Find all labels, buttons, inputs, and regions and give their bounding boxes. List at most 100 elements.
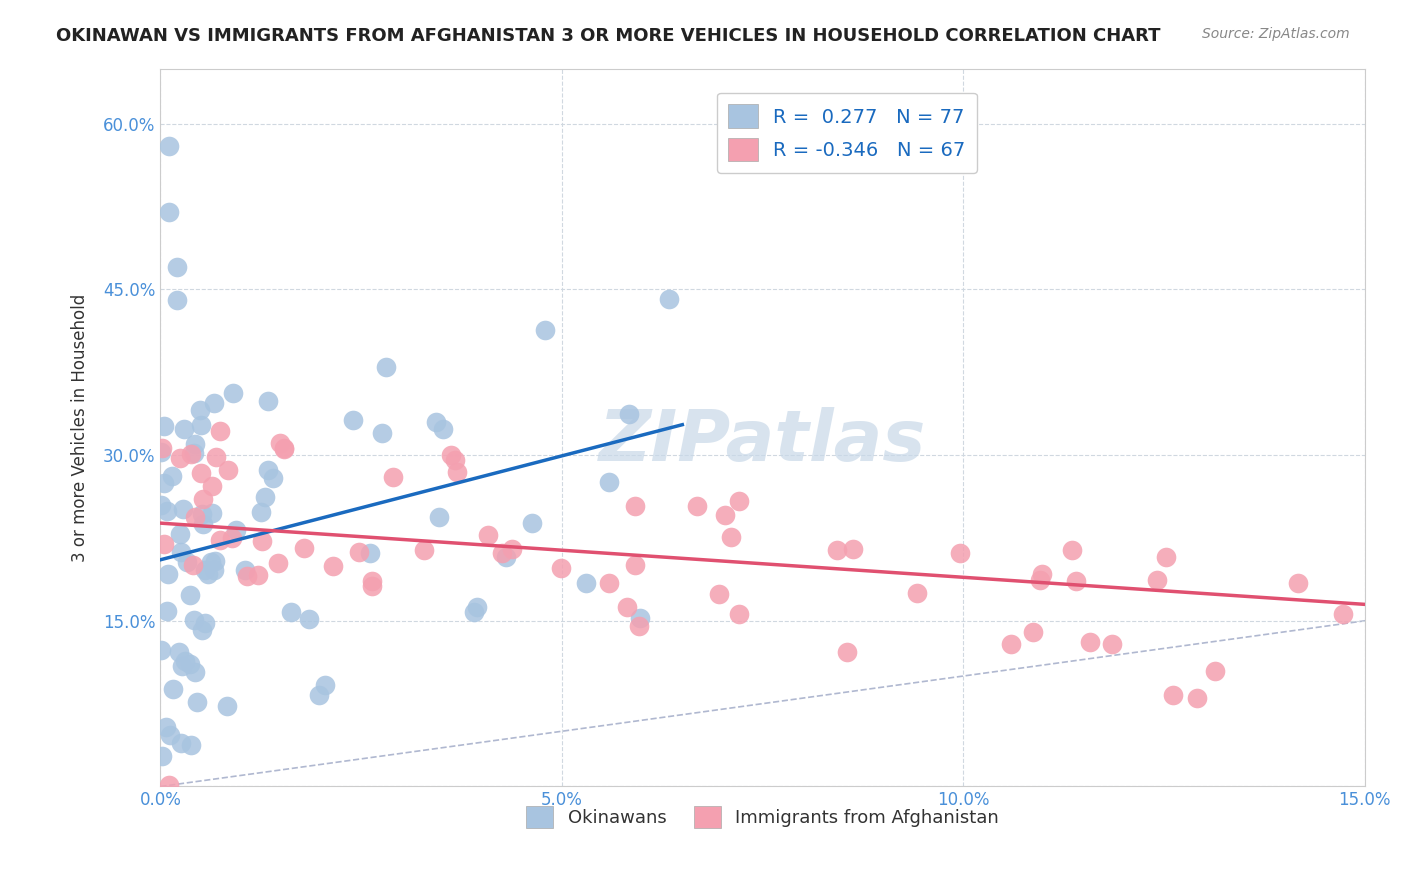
Point <box>413 542 436 557</box>
Point <box>205 450 228 464</box>
Point <box>172 502 194 516</box>
Point <box>616 600 638 615</box>
Point <box>217 463 239 477</box>
Point <box>250 505 273 519</box>
Point <box>835 645 858 659</box>
Point <box>150 441 173 455</box>
Point <box>495 550 517 565</box>
Point <box>1060 543 1083 558</box>
Point <box>627 619 650 633</box>
Point <box>575 575 598 590</box>
Point <box>371 426 394 441</box>
Point <box>1204 664 1226 678</box>
Point <box>308 688 330 702</box>
Point <box>184 510 207 524</box>
Point <box>598 575 620 590</box>
Point <box>550 561 572 575</box>
Point <box>208 424 231 438</box>
Point <box>1101 636 1123 650</box>
Point <box>150 445 173 459</box>
Point <box>349 545 371 559</box>
Point <box>253 490 276 504</box>
Point <box>183 614 205 628</box>
Point <box>842 542 865 557</box>
Point <box>152 418 174 433</box>
Point <box>173 654 195 668</box>
Point <box>360 574 382 588</box>
Point <box>166 293 188 308</box>
Point <box>446 466 468 480</box>
Point <box>180 738 202 752</box>
Point <box>250 534 273 549</box>
Point <box>658 292 681 306</box>
Point <box>190 466 212 480</box>
Point <box>236 569 259 583</box>
Point <box>1161 688 1184 702</box>
Point <box>246 567 269 582</box>
Point <box>432 422 454 436</box>
Point <box>381 470 404 484</box>
Point <box>280 605 302 619</box>
Point <box>176 555 198 569</box>
Point <box>157 138 180 153</box>
Point <box>262 471 284 485</box>
Point <box>169 527 191 541</box>
Point <box>159 728 181 742</box>
Point <box>256 463 278 477</box>
Text: Source: ZipAtlas.com: Source: ZipAtlas.com <box>1202 27 1350 41</box>
Point <box>520 516 543 530</box>
Point <box>1154 550 1177 565</box>
Point <box>208 533 231 547</box>
Point <box>194 563 217 577</box>
Point <box>170 736 193 750</box>
Point <box>233 563 256 577</box>
Point <box>728 494 751 508</box>
Point <box>617 407 640 421</box>
Point <box>172 659 194 673</box>
Point <box>191 492 214 507</box>
Point <box>156 604 179 618</box>
Point <box>322 559 344 574</box>
Point <box>628 611 651 625</box>
Point <box>173 422 195 436</box>
Point <box>201 479 224 493</box>
Point <box>225 524 247 538</box>
Point <box>200 555 222 569</box>
Point <box>191 623 214 637</box>
Point <box>827 543 849 558</box>
Point <box>201 506 224 520</box>
Point <box>905 586 928 600</box>
Point <box>623 558 645 572</box>
Point <box>153 476 176 491</box>
Point <box>269 435 291 450</box>
Point <box>342 413 364 427</box>
Point <box>157 567 180 582</box>
Point <box>1029 573 1052 587</box>
Point <box>533 323 555 337</box>
Point <box>624 499 647 513</box>
Point <box>183 558 205 572</box>
Point <box>1022 624 1045 639</box>
Point <box>179 657 201 671</box>
Point <box>440 448 463 462</box>
Point <box>1031 567 1053 582</box>
Point <box>204 554 226 568</box>
Point <box>221 531 243 545</box>
Y-axis label: 3 or more Vehicles in Household: 3 or more Vehicles in Household <box>72 293 89 562</box>
Point <box>714 508 737 523</box>
Point <box>707 587 730 601</box>
Point <box>197 566 219 581</box>
Point <box>463 605 485 619</box>
Point <box>444 453 467 467</box>
Point <box>222 386 245 401</box>
Point <box>427 510 450 524</box>
Point <box>374 360 396 375</box>
Point <box>160 469 183 483</box>
Text: ZIPatlas: ZIPatlas <box>599 408 927 476</box>
Point <box>157 205 180 219</box>
Point <box>194 615 217 630</box>
Point <box>273 441 295 455</box>
Point <box>202 563 225 577</box>
Point <box>491 546 513 560</box>
Point <box>728 607 751 621</box>
